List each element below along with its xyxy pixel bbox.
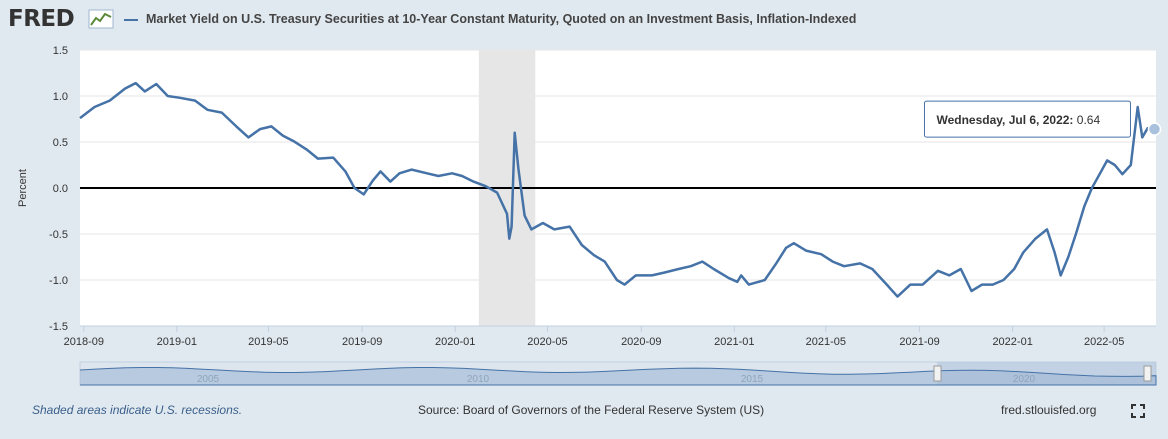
y-tick-label: -0.5 bbox=[49, 229, 68, 241]
navigator-tick-label: 2020 bbox=[1013, 374, 1036, 385]
y-axis-label: Percent bbox=[17, 169, 29, 207]
chart-area[interactable]: 1.5 1.0 0.5 0.0 -0.5 -1.0 -1.5 Percent 2018-09 20… bbox=[0, 40, 1168, 396]
recession-note: Shaded areas indicate U.S. recessions. bbox=[32, 403, 243, 417]
x-tick-label: 2019-05 bbox=[248, 336, 288, 348]
navigator-tick-label: 2010 bbox=[467, 374, 490, 385]
x-tick-label: 2021-09 bbox=[899, 336, 939, 348]
x-tick-label: 2021-01 bbox=[714, 336, 754, 348]
site-link[interactable]: fred.stlouisfed.org bbox=[1001, 403, 1097, 417]
x-tick-label: 2019-01 bbox=[157, 336, 197, 348]
navigator-handle[interactable] bbox=[1143, 365, 1152, 382]
series-title: Market Yield on U.S. Treasury Securities… bbox=[146, 12, 857, 26]
y-tick-label: -1.5 bbox=[49, 321, 68, 333]
navigator-tick-label: 2015 bbox=[741, 374, 764, 385]
fred-logo[interactable]: FRED bbox=[8, 6, 75, 32]
series-line[interactable] bbox=[79, 81, 1155, 298]
y-tick-label: 0.5 bbox=[53, 137, 68, 149]
x-tick-label: 2021-05 bbox=[806, 336, 846, 348]
hover-marker[interactable] bbox=[1147, 122, 1162, 136]
x-tick-label: 2018-09 bbox=[64, 336, 104, 348]
y-tick-label: 1.5 bbox=[53, 45, 68, 57]
tooltip-value: 0.64 bbox=[1077, 113, 1101, 127]
chart-svg[interactable]: 1.5 1.0 0.5 0.0 -0.5 -1.0 -1.5 Percent 2018-09 20… bbox=[0, 40, 1168, 396]
navigator-handle[interactable] bbox=[933, 365, 942, 382]
x-tick-label: 2019-09 bbox=[342, 336, 382, 348]
x-tick-label: 2022-01 bbox=[992, 336, 1032, 348]
tooltip-date: Wednesday, Jul 6, 2022: 0.64 bbox=[936, 113, 1100, 127]
source-text: Source: Board of Governors of the Federa… bbox=[418, 403, 765, 417]
tooltip-box bbox=[923, 100, 1131, 138]
y-tick-label: 0.0 bbox=[53, 183, 68, 195]
x-tick-label: 2020-01 bbox=[435, 336, 475, 348]
x-tick-label: 2020-05 bbox=[527, 336, 567, 348]
navigator-series bbox=[79, 367, 1157, 386]
fred-chart-icon bbox=[88, 9, 114, 29]
chart-footer: Shaded areas indicate U.S. recessions. S… bbox=[0, 396, 1168, 439]
series-legend-swatch bbox=[124, 19, 138, 21]
x-tick-label: 2020-09 bbox=[621, 336, 661, 348]
y-tick-label: 1.0 bbox=[53, 91, 68, 103]
x-tick-label: 2022-05 bbox=[1084, 336, 1124, 348]
navigator-tick-label: 2005 bbox=[197, 374, 220, 385]
chart-header: FRED Market Yield on U.S. Treasury Secur… bbox=[0, 0, 1168, 42]
y-tick-label: -1.0 bbox=[49, 275, 68, 287]
fullscreen-icon[interactable] bbox=[1131, 404, 1145, 418]
